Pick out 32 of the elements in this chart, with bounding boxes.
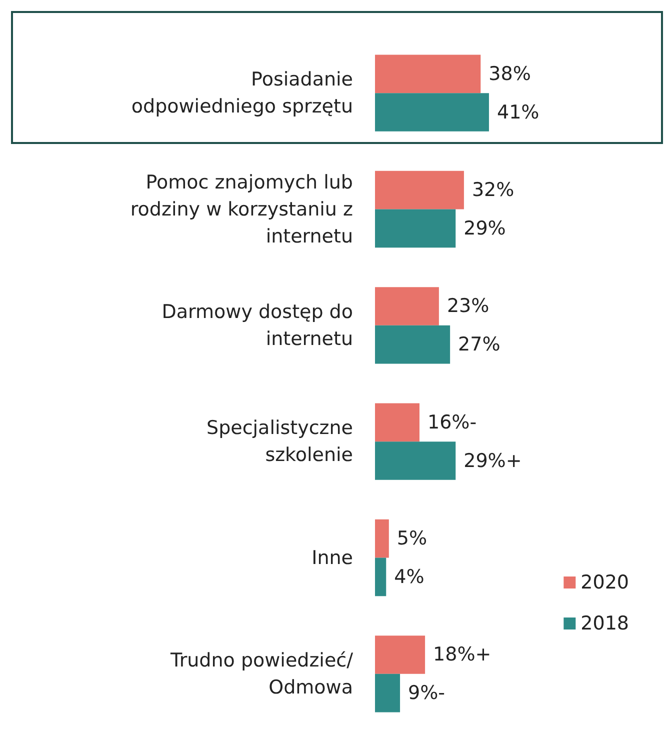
data-label: 27% [458, 334, 500, 356]
data-label: 16%- [427, 411, 477, 434]
bar [375, 674, 400, 712]
data-label: 38% [488, 62, 531, 85]
data-label: 29% [464, 217, 506, 240]
data-label: 4% [394, 566, 424, 588]
data-label: 9%- [408, 682, 446, 704]
bar [375, 558, 386, 596]
y-tick-label: Inne [312, 546, 353, 569]
data-label: 41% [496, 101, 540, 124]
data-label: 32% [472, 179, 514, 202]
bar [375, 519, 389, 558]
y-tick-label: Darmowy dostęp do internetu [162, 300, 353, 350]
bar [375, 93, 489, 132]
bar [375, 325, 450, 364]
data-label: 29%+ [464, 450, 522, 472]
bar [375, 170, 464, 210]
legend-label: 2018 [580, 612, 630, 634]
bar [375, 403, 420, 442]
data-label: 18%+ [433, 644, 492, 666]
y-tick-label: Pomoc znajomych lub rodziny w korzystaniu z internetu [130, 171, 354, 248]
legend-label: 2020 [580, 572, 630, 594]
y-tick-label: Specjalistyczne szkolenie [206, 417, 353, 466]
bar [375, 287, 439, 326]
y-tick-label: Posiadanie odpowiedniego sprzętu [131, 68, 353, 118]
bar [375, 54, 481, 94]
bar [375, 636, 426, 674]
y-tick-label: Trudno powiedzieć/ Odmowa [170, 649, 354, 698]
bar [375, 209, 456, 248]
bar [375, 442, 456, 480]
data-label: 5% [396, 528, 428, 550]
data-label: 23% [446, 295, 490, 318]
